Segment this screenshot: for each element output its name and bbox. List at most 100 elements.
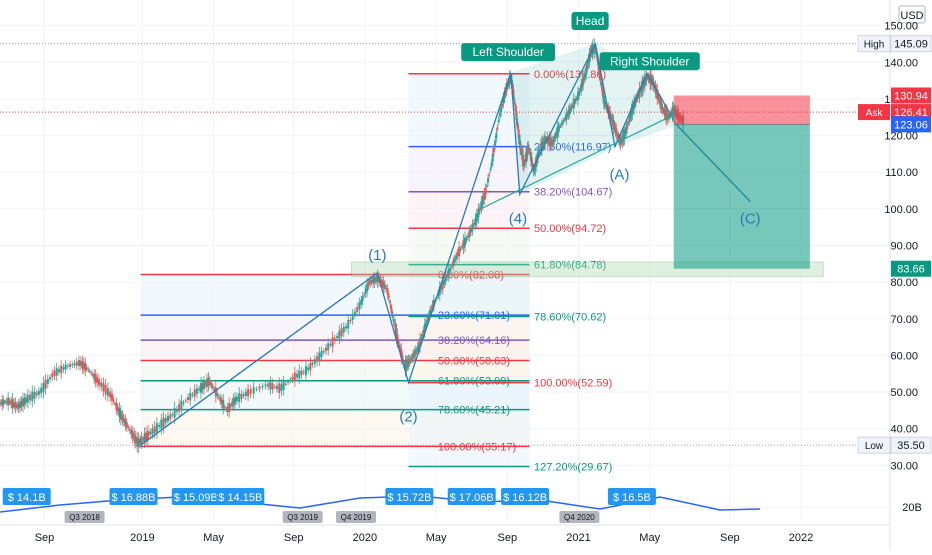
candle-body [255,388,258,390]
fib-label-lower: 61.80%(53.09) [438,376,510,388]
candle-body [488,174,491,176]
candle-body [544,136,547,145]
fib-zone-upper [408,316,530,383]
time-tick: Sep [498,532,518,544]
candle-body [441,280,444,290]
candle-body [484,188,487,195]
low-tag: Low [865,441,884,452]
currency-box [898,5,926,24]
neckline [480,113,677,210]
candle-body [515,111,518,120]
candle-body [446,274,449,278]
candle-body [537,149,540,155]
candle-body [320,351,323,358]
earnings-badge: $ 14.15B [218,492,262,504]
candle-body [151,428,154,435]
candle-body [424,322,427,327]
candle-body [338,330,341,339]
candle-body [160,419,163,429]
candle-body [404,361,407,371]
candle-body [410,356,413,360]
candle-body [602,96,605,104]
short-position-tool[interactable] [673,95,810,269]
candle-body [586,64,589,69]
candle-body [487,178,490,183]
candle-body [562,120,565,123]
candle-body [388,301,391,303]
time-axis[interactable]: Sep 2019 May Sep 2020 May Sep 2021 May Sep 2022 [0,524,890,544]
candle-body [291,376,294,380]
candle-body [599,74,602,82]
candle-body [615,128,618,136]
candle-body [53,370,56,376]
candle-body [307,367,310,371]
candle-body [570,105,573,109]
candle-body [443,279,446,285]
candle-body [440,286,443,290]
candle-body [469,228,472,233]
candle-body [219,397,222,402]
candle-body [207,377,210,386]
candle-body [173,408,176,418]
price-axis[interactable]: USD150.00140.00130.00120.00110.00100.009… [857,0,932,550]
candle-body [115,402,118,410]
candle-body [347,319,350,329]
candle-body [304,365,307,376]
candle-body [419,338,422,347]
candle-body [360,299,363,305]
candle-body [208,380,211,385]
candle-body [475,213,478,222]
low-val-bg [890,436,932,454]
price-tick: 90.00 [890,240,918,252]
price-tick: 140.00 [884,57,918,69]
earnings-badge-bg [385,488,434,505]
candle-body [318,352,321,361]
candle-body [155,423,158,433]
fib-zone-lower [140,409,530,447]
candle-body [293,372,296,381]
candle-body [178,404,181,412]
candle-body [130,429,133,435]
candle-body [438,286,441,296]
candle-body [408,358,411,363]
candle-body [10,400,13,405]
candle-body [49,377,52,380]
candle-body [116,407,119,412]
candle-body [538,149,541,151]
ask-tag: Ask [866,108,884,119]
candle-body [528,147,531,150]
quarter-badge: Q3 2018 [69,513,100,522]
candle-body [583,76,586,80]
candle-body [131,431,134,439]
candle-body [427,316,430,321]
candle-body [4,401,7,403]
candle-body [609,116,612,119]
candle-body [133,433,136,442]
candle-body [489,168,492,171]
candle-body [269,381,272,390]
candle-body [329,343,332,345]
candle-body [282,381,285,390]
candle-body [616,134,619,136]
earnings-badge-bg [171,488,220,505]
candle-body [462,240,465,249]
candle-body [17,403,20,409]
candle-body [581,81,584,88]
candle-body [191,394,194,396]
candle-body [566,114,569,116]
candle-body [567,109,570,116]
candle-body [336,336,339,339]
candle-body [109,391,112,398]
candle-body [560,122,563,125]
candle-body [238,393,241,403]
candle-body [110,393,113,401]
candle-body [46,378,49,384]
candle-body [625,127,628,134]
candle-body [497,119,500,123]
candle-body [500,107,503,113]
earnings-badge: $ 14.1B [8,492,46,504]
candle-body [0,402,2,404]
high-val: 145.09 [894,39,928,51]
